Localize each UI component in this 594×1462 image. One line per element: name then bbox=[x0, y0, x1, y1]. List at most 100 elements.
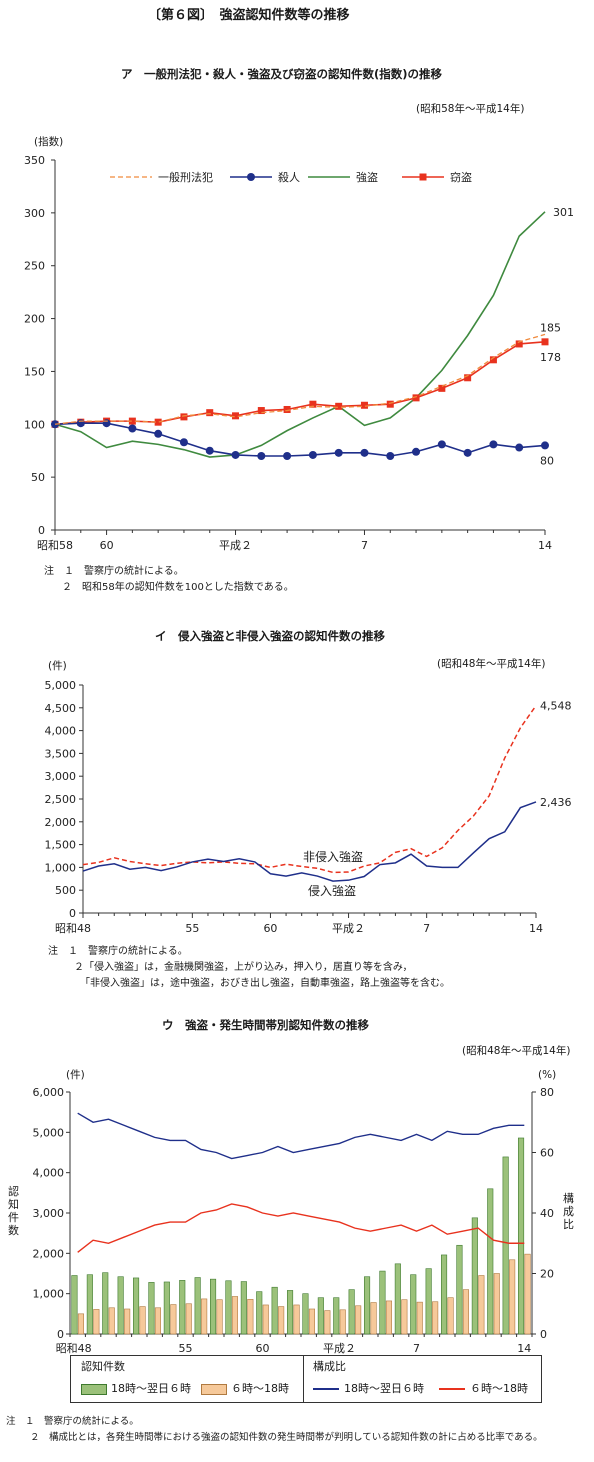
bar-night bbox=[210, 1278, 217, 1335]
y-tick-label: 3,000 bbox=[45, 770, 77, 783]
chart-a-unit: (指数) bbox=[34, 136, 64, 148]
bar-night bbox=[148, 1282, 155, 1335]
marker-murder bbox=[205, 446, 214, 455]
y-tick-label-right: 60 bbox=[540, 1147, 554, 1160]
y-tick-label: 2,000 bbox=[45, 816, 77, 829]
x-tick-label: 平成２ bbox=[332, 922, 365, 935]
series-line-1 bbox=[82, 801, 537, 882]
chart-c-ylabel-right: 構成比 bbox=[563, 1192, 574, 1231]
marker-theft bbox=[257, 407, 265, 415]
chart-b-note-1: 注 １ 警察庁の統計による。 bbox=[48, 946, 188, 957]
marker-murder bbox=[463, 448, 472, 457]
bar-day bbox=[262, 1304, 269, 1335]
marker-theft bbox=[309, 400, 317, 408]
bar-day bbox=[231, 1296, 238, 1335]
series-line-1 bbox=[54, 422, 546, 457]
figure-title: 〔第６図〕 強盗認知件数等の推移 bbox=[148, 8, 350, 23]
bar-night bbox=[471, 1217, 478, 1335]
bar-day bbox=[401, 1299, 408, 1335]
legend-label-0: 一般刑法犯 bbox=[158, 170, 213, 184]
marker-theft bbox=[438, 384, 446, 392]
x-tick-label: 60 bbox=[100, 539, 114, 552]
y-tick-label: 50 bbox=[31, 471, 45, 484]
x-tick-label: 7 bbox=[423, 922, 430, 935]
y-tick-label: 250 bbox=[24, 260, 45, 273]
chart-c-ylabel-left: 認知件数 bbox=[8, 1185, 19, 1237]
bar-day bbox=[170, 1304, 177, 1335]
bar-day bbox=[385, 1300, 393, 1335]
legend-label-1: 殺人 bbox=[278, 170, 300, 184]
legend-marker-theft bbox=[419, 173, 427, 181]
marker-murder bbox=[283, 452, 292, 460]
marker-theft bbox=[128, 417, 136, 425]
chart-a-range: (昭和58年～平成14年) bbox=[416, 103, 525, 115]
legend-group-count: 認知件数 bbox=[81, 1360, 125, 1373]
x-tick-label: 14 bbox=[529, 922, 543, 935]
x-tick-label: 7 bbox=[361, 539, 368, 552]
chart-c-unit-left: (件) bbox=[66, 1069, 85, 1081]
bar-night bbox=[86, 1274, 93, 1335]
marker-murder bbox=[489, 440, 498, 449]
y-tick-label: 2,500 bbox=[45, 793, 77, 806]
bar-night bbox=[102, 1272, 109, 1335]
x-tick-label: 55 bbox=[185, 922, 199, 935]
legend-marker-murder bbox=[247, 173, 255, 181]
marker-murder bbox=[257, 452, 266, 460]
y-tick-label: 1,000 bbox=[45, 861, 77, 874]
bar-day bbox=[432, 1301, 439, 1335]
end-label-invasive: 2,436 bbox=[540, 796, 572, 809]
y-tick-label: 5,000 bbox=[45, 679, 77, 692]
chart-a-note-1: 注 １ 警察庁の統計による。 bbox=[44, 566, 184, 577]
marker-theft bbox=[335, 402, 343, 410]
y-tick-label: 100 bbox=[24, 418, 45, 431]
series-line-0 bbox=[82, 705, 537, 874]
y-tick-label: 300 bbox=[24, 207, 45, 220]
end-label-murder: 80 bbox=[540, 454, 554, 467]
bar-night bbox=[425, 1268, 432, 1335]
x-tick-label: 14 bbox=[538, 539, 552, 552]
series-line-0 bbox=[54, 333, 546, 425]
end-label-robbery: 301 bbox=[553, 206, 574, 219]
bar-day bbox=[108, 1307, 115, 1335]
y-tick-label: 0 bbox=[38, 524, 45, 537]
bar-night bbox=[256, 1291, 263, 1335]
chart-c-range: (昭和48年～平成14年) bbox=[462, 1045, 571, 1057]
bar-night bbox=[379, 1270, 386, 1335]
legend-swatch-day-bar bbox=[201, 1384, 227, 1395]
bar-night bbox=[117, 1276, 124, 1335]
chart-b-title: イ 侵入強盗と非侵入強盗の認知件数の推移 bbox=[155, 629, 385, 643]
marker-murder bbox=[179, 438, 188, 447]
bar-night bbox=[517, 1137, 525, 1335]
chart-c-unit-right: (%) bbox=[538, 1069, 557, 1081]
x-tick-label: 昭和48 bbox=[55, 922, 91, 935]
legend-group-ratio: 構成比 bbox=[313, 1360, 346, 1373]
y-tick-label-right: 20 bbox=[540, 1268, 554, 1281]
x-tick-label: 14 bbox=[517, 1342, 531, 1355]
end-label-general: 185 bbox=[540, 321, 561, 334]
chart-c-note-1: 注 １ 警察庁の統計による。 bbox=[6, 1416, 139, 1427]
bar-day bbox=[355, 1305, 362, 1335]
bar-night bbox=[348, 1289, 355, 1335]
bar-day bbox=[308, 1308, 316, 1335]
y-tick-label-left: 5,000 bbox=[33, 1126, 65, 1139]
y-tick-label-left: 3,000 bbox=[33, 1207, 65, 1220]
marker-murder bbox=[541, 441, 549, 450]
bar-day bbox=[370, 1302, 377, 1335]
marker-theft bbox=[412, 394, 420, 402]
y-tick-label: 150 bbox=[24, 365, 45, 378]
legend-label-night-line: 18時～翌日６時 bbox=[344, 1382, 424, 1395]
chart-b-note-2: ２「侵入強盗」は，金融機関強盗，上がり込み，押入り，居直り等を含み， bbox=[74, 962, 413, 973]
y-tick-label-left: 4,000 bbox=[33, 1167, 65, 1180]
legend-label-day-bar: ６時～18時 bbox=[231, 1382, 289, 1395]
chart-b-plot: 0 500 1,000 1,500 2,000 2,500 3,000 3,500 4,000 4… bbox=[45, 679, 572, 935]
marker-murder bbox=[128, 424, 137, 433]
bar-night bbox=[502, 1156, 509, 1335]
bar-night bbox=[286, 1290, 294, 1335]
y-tick-label: 1,500 bbox=[45, 839, 77, 852]
bar-day bbox=[278, 1306, 285, 1335]
ratio-line-3 bbox=[77, 1203, 525, 1253]
annotation-invasive: 侵入強盗 bbox=[308, 883, 356, 898]
bar-night bbox=[440, 1254, 448, 1335]
x-tick-label: 55 bbox=[179, 1342, 193, 1355]
